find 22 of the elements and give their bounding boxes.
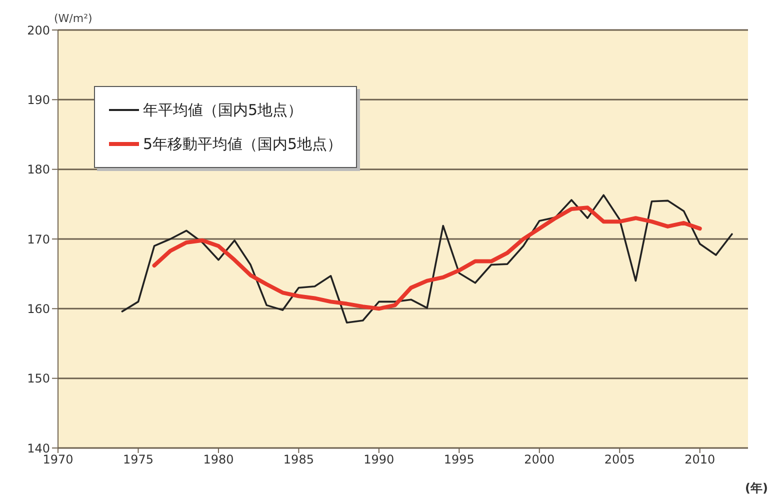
y-tick-label: 180 xyxy=(27,162,50,177)
x-tick-label: 2010 xyxy=(684,452,716,467)
x-tick-label: 1975 xyxy=(122,452,154,467)
y-tick-label: 150 xyxy=(27,372,50,386)
x-tick-label: 1995 xyxy=(444,452,474,467)
legend-label: 5年移動平均値（国内5地点） xyxy=(143,134,342,154)
y-axis-title: (W/m²) xyxy=(54,12,92,25)
line-series xyxy=(152,206,702,311)
x-tick-label: 1990 xyxy=(364,452,394,467)
y-tick-label: 170 xyxy=(27,232,50,246)
y-tick-label: 140 xyxy=(27,441,50,456)
y-tick-label: 190 xyxy=(27,92,50,107)
line-series xyxy=(121,194,733,324)
x-tick-label: 1985 xyxy=(283,452,314,467)
y-tick-label: 160 xyxy=(27,302,50,316)
x-tick-label: 1970 xyxy=(42,452,74,467)
x-tick-label: 2000 xyxy=(524,452,555,467)
y-tick-label: 200 xyxy=(27,23,50,38)
x-axis-title: (年) xyxy=(745,480,768,497)
x-tick-label: 2005 xyxy=(604,452,635,467)
x-tick-label: 1980 xyxy=(203,452,234,467)
legend-label: 年平均値（国内5地点） xyxy=(143,100,303,120)
